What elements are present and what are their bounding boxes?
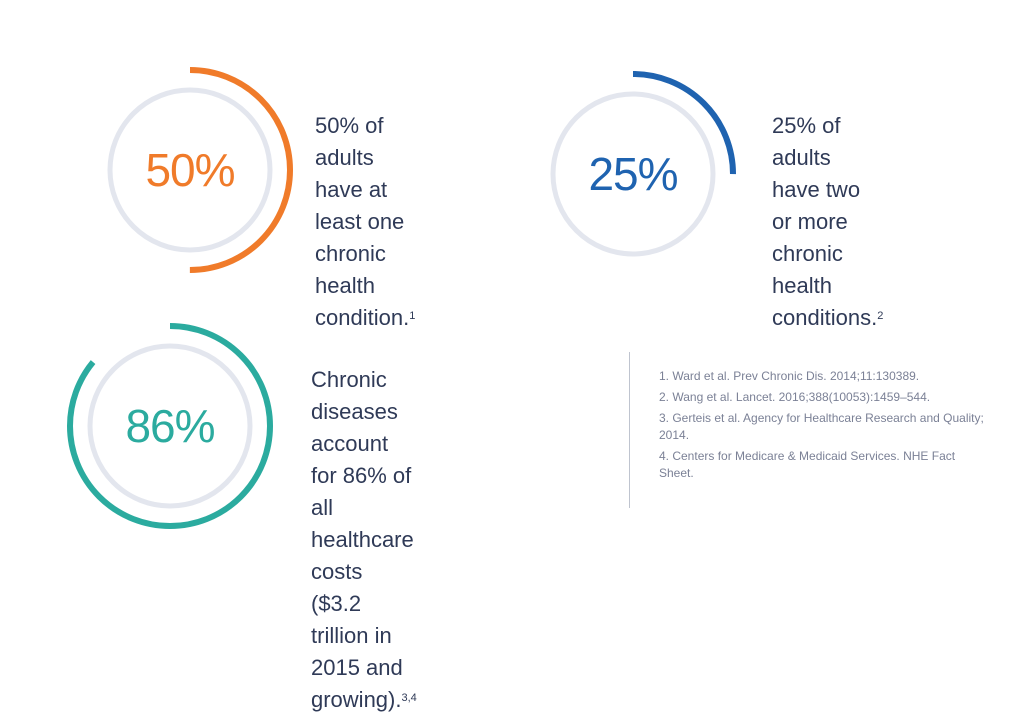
stat-line: costs ($3.2 trillion in (311, 559, 392, 648)
reference-item: 4. Centers for Medicare & Medicaid Servi… (659, 449, 956, 480)
stat-line: 25% of adults (772, 113, 841, 170)
ring-svg-2 (530, 71, 736, 277)
stat-line: Chronic diseases account (311, 367, 398, 456)
ring-track-3 (87, 343, 253, 509)
stat-line-text: 2015 and growing). (311, 655, 403, 712)
stat-description-1: 50% of adults have at least one chronic … (315, 110, 415, 334)
footnote-marker: 2 (877, 310, 884, 322)
stat-value-2: 25% (588, 148, 678, 200)
ring-track-2 (550, 91, 716, 257)
stat-line: 50% of adults (315, 113, 384, 170)
references-list: 1. Ward et al. Prev Chronic Dis. 2014;11… (659, 368, 989, 486)
reference-item: 2. Wang et al. Lancet. 2016;388(10053):1… (659, 390, 931, 404)
ring-svg-3 (67, 323, 273, 529)
progress-ring-3: 86% (50, 306, 290, 546)
ring-arc-3 (67, 323, 273, 529)
ring-arc-1 (87, 67, 293, 273)
stat-line: for 86% of all healthcare (311, 463, 414, 552)
divider (629, 352, 630, 508)
reference-item: 1. Ward et al. Prev Chronic Dis. 2014;11… (659, 369, 920, 383)
ring-svg-1 (87, 67, 293, 273)
stat-line: chronic health (772, 241, 843, 298)
stat-line: have two or more (772, 177, 861, 234)
ring-track-1 (107, 87, 273, 253)
stat-description-3: Chronic diseases account for 86% of all … (311, 364, 417, 716)
stat-line: have at least one (315, 177, 405, 234)
stat-line: chronic health (315, 241, 386, 298)
ring-arc-2 (530, 71, 736, 277)
footnote-marker: 1 (409, 310, 416, 322)
progress-ring-1: 50% (70, 50, 310, 290)
stat-line: conditions.2 (772, 302, 883, 334)
stat-line: condition.1 (315, 302, 415, 334)
stat-line-text: conditions. (772, 305, 878, 330)
stat-line: 2015 and growing).3,4 (311, 652, 417, 716)
footnote-marker: 3,4 (401, 692, 417, 704)
stat-line-text: condition. (315, 305, 410, 330)
stat-description-2: 25% of adults have two or more chronic h… (772, 110, 883, 334)
reference-item: 3. Gerteis et al. Agency for Healthcare … (659, 411, 984, 442)
progress-ring-2: 25% (513, 54, 753, 294)
stat-value-1: 50% (145, 144, 235, 196)
stat-value-3: 86% (125, 400, 215, 452)
